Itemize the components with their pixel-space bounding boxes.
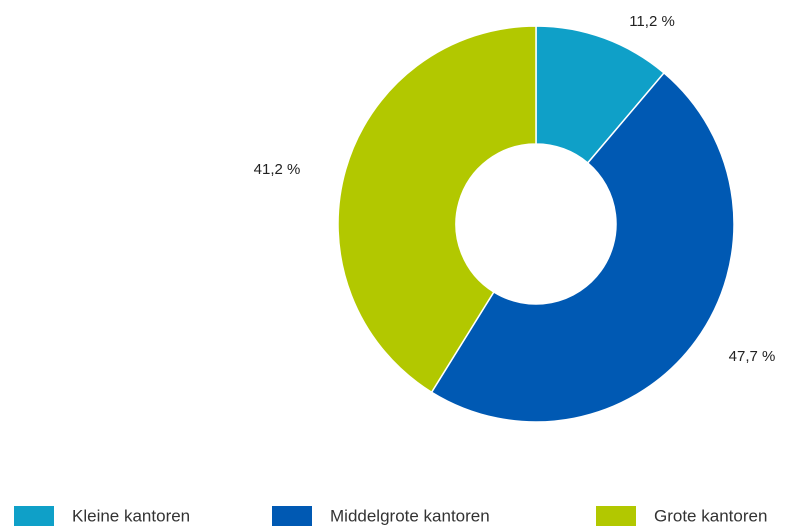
donut-segment [430, 71, 735, 423]
legend-swatch [596, 506, 636, 526]
legend-label: Middelgrote kantoren [330, 506, 490, 525]
legend-label: Grote kantoren [654, 506, 767, 525]
data-label: 47,7 % [729, 348, 776, 365]
legend-swatch [272, 506, 312, 526]
legend-label: Kleine kantoren [72, 506, 190, 525]
legend-swatch [14, 506, 54, 526]
data-label: 11,2 % [629, 13, 675, 30]
donut-segment [337, 25, 537, 394]
data-label: 41,2 % [254, 161, 301, 178]
